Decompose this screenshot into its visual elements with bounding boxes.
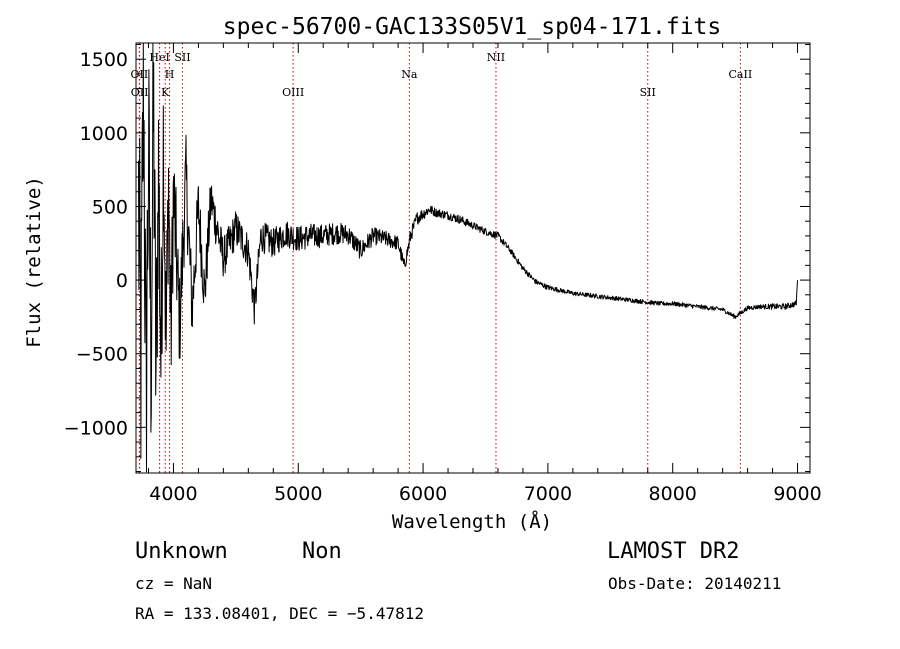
y-tick-label: −500 <box>76 344 128 366</box>
x-tick-label: 6000 <box>399 483 447 505</box>
x-tick-label: 7000 <box>524 483 572 505</box>
spectral-line-label: H <box>165 68 175 81</box>
x-tick-label: 4000 <box>149 483 197 505</box>
spectral-line-label: SII <box>174 51 190 64</box>
y-axis-label: Flux (relative) <box>23 176 45 348</box>
x-tick-label: 9000 <box>773 483 821 505</box>
spectral-line-label: OII <box>131 86 149 99</box>
x-tick-label: 8000 <box>649 483 697 505</box>
x-tick-label: 5000 <box>274 483 322 505</box>
spectral-line-label: NII <box>487 51 505 64</box>
spectral-line-label: Na <box>401 68 418 81</box>
spectrum-line <box>138 42 798 473</box>
object-subclass: Non <box>302 539 342 564</box>
spectrum-series <box>138 42 798 473</box>
y-tick-label: −1000 <box>64 417 128 439</box>
spectral-line-label: CaII <box>729 68 753 81</box>
axes: 4000 5000 6000 7000 8000 9000 −1000 −500 0 500 100… <box>64 42 822 505</box>
observation-date: Obs-Date: 20140211 <box>608 574 782 593</box>
redshift-cz: cz = NaN <box>135 574 213 593</box>
spectral-line-label: K <box>161 86 170 99</box>
object-class: Unknown <box>135 539 228 564</box>
y-tick-label: 1500 <box>80 49 128 71</box>
y-tick-label: 1000 <box>80 123 128 145</box>
plot-frame <box>135 42 811 474</box>
y-tick-label: 500 <box>92 196 128 218</box>
y-tick-label: 0 <box>116 270 128 292</box>
chart-title: spec-56700-GAC133S05V1_sp04-171.fits <box>223 14 722 40</box>
spectral-line-label: SII <box>640 86 656 99</box>
x-axis-label: Wavelength (Å) <box>392 510 552 533</box>
coordinates: RA = 133.08401, DEC = −5.47812 <box>135 604 424 623</box>
survey-release: LAMOST DR2 <box>607 539 740 564</box>
spectral-line-label: OIII <box>282 86 304 99</box>
spectral-line-label: HeI <box>149 51 169 64</box>
